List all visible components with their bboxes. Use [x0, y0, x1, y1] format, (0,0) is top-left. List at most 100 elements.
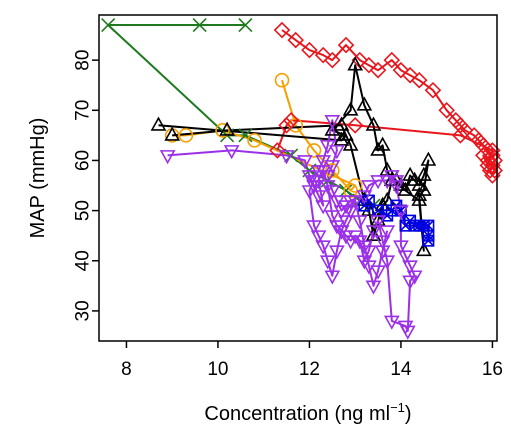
data-point-diamond — [438, 102, 455, 119]
data-point-triangle-down — [319, 170, 336, 185]
data-point-x — [338, 183, 354, 198]
data-point-triangle-down — [329, 245, 345, 260]
data-point-triangle-down — [324, 270, 341, 285]
data-point-diamond — [273, 21, 291, 39]
data-point-triangle-up — [374, 136, 391, 151]
data-point-triangle-down — [319, 140, 336, 155]
data-point-triangle-down — [338, 215, 354, 230]
x-tick-label: 16 — [482, 359, 503, 380]
plot-frame — [98, 14, 498, 342]
data-point-diamond — [287, 31, 304, 49]
x-tick-label: 8 — [121, 359, 132, 380]
plot-markers — [101, 17, 503, 340]
data-point-triangle-up — [164, 126, 181, 141]
data-point-triangle-down — [370, 215, 386, 230]
data-point-circle — [247, 133, 262, 148]
data-point-triangle-down — [383, 315, 400, 330]
x-axis-title-superscript: −1 — [390, 400, 405, 415]
data-point-triangle-up — [415, 166, 432, 181]
data-point-triangle-down — [379, 225, 396, 240]
y-tick-label: 40 — [73, 250, 94, 271]
data-point-triangle-down — [393, 240, 409, 255]
data-point-triangle-down — [315, 240, 332, 255]
data-point-triangle-down — [365, 280, 382, 295]
data-point-triangle-down — [333, 225, 350, 240]
data-point-x — [192, 17, 207, 33]
x-axis-title-main: Concentration (ng ml — [204, 403, 390, 425]
y-tick-label: 80 — [73, 50, 94, 71]
data-point-triangle-down — [324, 210, 341, 225]
data-point-triangle-down — [388, 175, 405, 190]
data-point-diamond — [383, 51, 401, 69]
x-axis-title: Concentration (ng ml−1) — [204, 400, 411, 425]
data-point-diamond — [314, 46, 332, 64]
data-point-diamond — [278, 117, 295, 134]
data-point-triangle-down — [310, 230, 327, 245]
data-point-triangle-down — [388, 180, 405, 195]
data-point-triangle-up — [342, 101, 359, 116]
data-point-x — [238, 17, 253, 33]
data-point-triangle-down — [342, 205, 359, 220]
data-point-triangle-down — [402, 260, 418, 275]
data-point-triangle-up — [420, 151, 437, 166]
data-point-triangle-up — [342, 136, 359, 151]
data-point-triangle-down — [319, 255, 336, 270]
data-point-triangle-down — [347, 230, 364, 245]
data-point-triangle-down — [329, 195, 345, 210]
data-point-triangle-down — [383, 170, 400, 185]
data-point-triangle-down — [356, 240, 373, 255]
data-point-triangle-down — [370, 265, 386, 280]
data-point-triangle-up — [219, 121, 235, 136]
data-point-diamond — [269, 142, 286, 159]
data-point-diamond — [479, 157, 497, 174]
data-point-circle — [274, 72, 290, 88]
data-point-triangle-up — [338, 126, 354, 141]
data-point-triangle-down — [315, 200, 332, 215]
data-point-circle — [347, 178, 363, 193]
data-point-triangle-down — [329, 220, 345, 235]
data-point-triangle-up — [356, 96, 373, 111]
data-point-square-x — [422, 229, 435, 242]
data-point-triangle-down — [338, 200, 354, 215]
data-point-diamond — [486, 162, 503, 179]
data-point-x — [101, 17, 116, 33]
data-point-triangle-up — [411, 191, 428, 206]
data-point-diamond — [452, 127, 469, 144]
y-tick-label: 70 — [73, 100, 94, 121]
data-point-diamond — [410, 71, 428, 89]
data-point-triangle-down — [374, 235, 391, 250]
data-point-triangle-down — [333, 205, 350, 220]
data-point-triangle-down — [347, 195, 364, 210]
data-point-triangle-up — [150, 116, 167, 131]
data-point-triangle-down — [324, 185, 341, 200]
data-point-triangle-down — [374, 245, 391, 260]
data-point-triangle-up — [365, 116, 382, 131]
x-axis: 8 10 12 14 16 — [121, 341, 503, 380]
data-point-triangle-up — [347, 56, 364, 71]
data-point-triangle-down — [324, 160, 341, 175]
data-point-triangle-down — [278, 150, 295, 165]
data-point-triangle-up — [411, 186, 428, 201]
x-axis-title-suffix: ) — [405, 403, 412, 425]
data-point-triangle-down — [379, 175, 396, 190]
data-point-triangle-down — [297, 155, 313, 170]
data-point-triangle-down — [356, 255, 373, 270]
data-point-triangle-up — [397, 181, 414, 196]
y-axis: 30 40 50 60 70 80 — [73, 50, 99, 321]
data-point-triangle-up — [370, 141, 386, 156]
data-point-diamond — [424, 81, 442, 99]
data-point-triangle-up — [365, 226, 382, 242]
data-point-triangle-down — [324, 114, 341, 130]
data-point-diamond — [392, 61, 410, 79]
data-point-triangle-down — [379, 255, 396, 270]
data-point-circle — [215, 123, 230, 138]
data-point-triangle-down — [306, 175, 322, 190]
data-point-diamond — [337, 36, 355, 54]
data-point-triangle-down — [393, 205, 409, 220]
data-point-triangle-down — [319, 180, 336, 195]
data-point-triangle-down — [315, 155, 332, 170]
data-point-triangle-down — [159, 150, 176, 165]
y-tick-label: 30 — [73, 300, 94, 321]
y-axis-title: MAP (mmHg) — [27, 118, 49, 239]
